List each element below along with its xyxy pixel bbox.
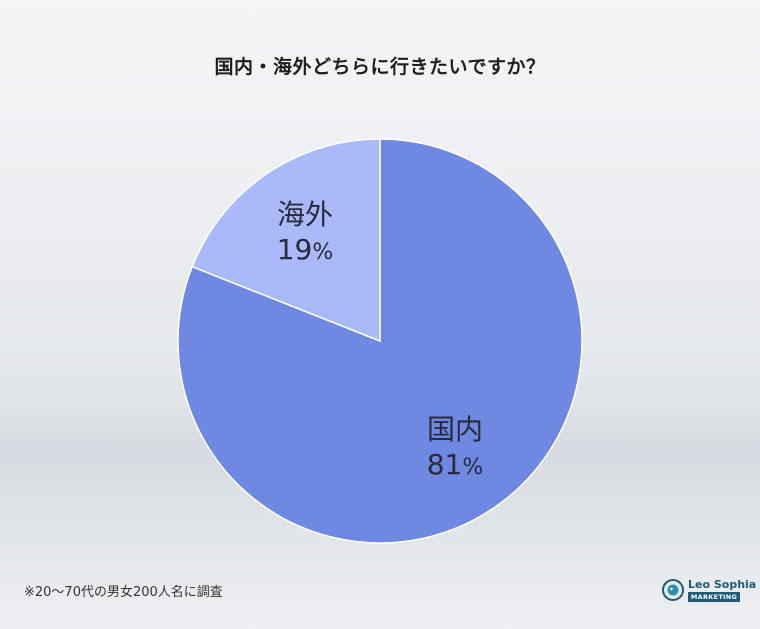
brand-name: Leo Sophia	[688, 578, 757, 591]
slice-value-overseas: 19%	[276, 233, 334, 266]
slice-label-domestic: 国内 81%	[405, 412, 505, 482]
lion-head-icon	[662, 579, 684, 601]
slice-name-domestic: 国内	[426, 413, 483, 446]
brand-subtitle: MARKETING	[688, 592, 740, 602]
slice-value-domestic: 81%	[426, 448, 484, 481]
brand-logo: Leo Sophia MARKETING	[662, 578, 756, 604]
slice-name-overseas: 海外	[276, 198, 333, 231]
chart-title: 国内・海外どちらに行きたいですか？	[214, 56, 546, 78]
footnote: ※20〜70代の男女200人名に調査	[24, 585, 223, 600]
slice-label-overseas: 海外 19%	[255, 197, 355, 267]
pie-slice-overseas	[191, 138, 381, 343]
